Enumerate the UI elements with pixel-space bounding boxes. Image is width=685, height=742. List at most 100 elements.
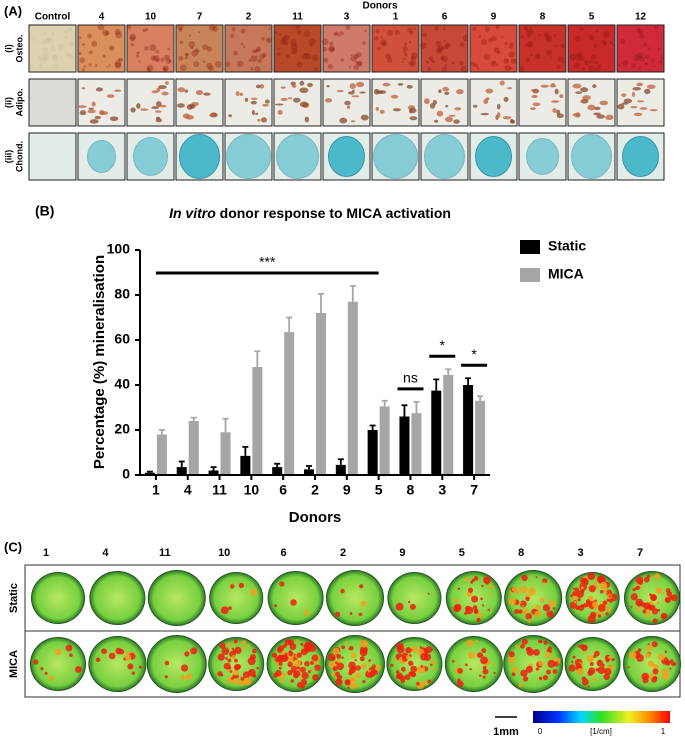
texture xyxy=(633,112,643,117)
texture xyxy=(603,673,611,681)
texture xyxy=(579,26,585,32)
texture xyxy=(386,57,393,63)
texture xyxy=(292,48,298,54)
texture xyxy=(89,119,99,124)
texture xyxy=(443,44,449,50)
x-tick-label: 6 xyxy=(279,482,287,498)
texture xyxy=(636,52,643,59)
texture xyxy=(547,659,556,668)
texture xyxy=(419,42,427,49)
texture xyxy=(459,60,464,66)
texture xyxy=(293,670,301,678)
error-bar xyxy=(146,470,153,473)
texture xyxy=(580,577,587,584)
texture xyxy=(510,58,517,64)
texture xyxy=(511,666,518,673)
bar xyxy=(316,313,326,475)
texture xyxy=(606,582,609,585)
legend-swatch xyxy=(520,240,540,254)
texture xyxy=(660,62,663,65)
texture xyxy=(225,657,228,660)
texture xyxy=(91,40,98,47)
texture xyxy=(349,83,357,90)
texture xyxy=(660,612,668,620)
texture xyxy=(243,677,252,686)
texture xyxy=(453,119,460,124)
texture xyxy=(575,91,583,94)
texture xyxy=(390,663,394,667)
texture xyxy=(526,28,534,36)
bar xyxy=(156,434,167,475)
texture xyxy=(360,600,367,607)
microct-disc xyxy=(326,570,384,626)
texture xyxy=(395,602,404,611)
micrograph xyxy=(420,24,469,73)
texture xyxy=(368,659,371,662)
row-label: Osteo. xyxy=(14,34,24,62)
texture xyxy=(259,53,265,59)
texture xyxy=(532,102,541,107)
micrograph xyxy=(518,24,567,73)
texture xyxy=(402,50,406,54)
texture xyxy=(437,45,444,52)
texture xyxy=(127,25,132,30)
texture xyxy=(621,93,627,98)
error-bar xyxy=(178,460,185,468)
texture xyxy=(409,116,418,121)
texture xyxy=(280,86,286,89)
texture xyxy=(243,45,246,48)
texture xyxy=(404,53,408,57)
texture xyxy=(587,104,596,111)
texture xyxy=(168,59,172,63)
texture xyxy=(305,53,312,60)
texture xyxy=(31,36,36,42)
pellet xyxy=(276,134,319,179)
texture xyxy=(420,665,424,668)
texture xyxy=(462,34,469,41)
microct-disc xyxy=(146,635,207,693)
texture xyxy=(509,66,513,70)
texture xyxy=(229,584,235,589)
significance-label: ns xyxy=(403,370,418,386)
texture xyxy=(604,41,607,44)
texture xyxy=(528,587,537,596)
texture xyxy=(137,60,141,63)
texture xyxy=(225,61,231,67)
texture xyxy=(293,659,301,667)
texture xyxy=(504,64,511,72)
texture xyxy=(556,64,561,69)
texture xyxy=(382,82,391,87)
microct-disc xyxy=(88,636,147,692)
texture xyxy=(64,35,69,40)
texture xyxy=(471,595,479,603)
texture xyxy=(669,659,674,663)
texture xyxy=(274,31,278,34)
texture xyxy=(522,608,529,615)
texture xyxy=(226,642,232,648)
texture xyxy=(406,85,413,89)
texture xyxy=(467,587,474,593)
texture xyxy=(552,669,558,674)
texture xyxy=(637,579,643,585)
texture xyxy=(599,581,608,590)
texture xyxy=(479,674,482,677)
texture xyxy=(378,90,387,94)
y-tick-label: 60 xyxy=(114,331,130,347)
texture xyxy=(526,40,533,47)
texture xyxy=(348,667,356,674)
texture xyxy=(543,640,548,645)
texture xyxy=(303,681,307,685)
texture xyxy=(657,653,665,661)
texture xyxy=(191,49,199,57)
y-tick-label: 100 xyxy=(107,241,131,257)
texture xyxy=(587,685,590,688)
texture xyxy=(445,104,449,108)
texture xyxy=(43,38,51,45)
error-bar xyxy=(369,424,376,430)
texture xyxy=(496,112,501,118)
texture xyxy=(576,590,584,598)
texture xyxy=(88,63,92,67)
texture xyxy=(262,103,269,107)
bar xyxy=(367,430,378,475)
texture xyxy=(233,669,239,676)
